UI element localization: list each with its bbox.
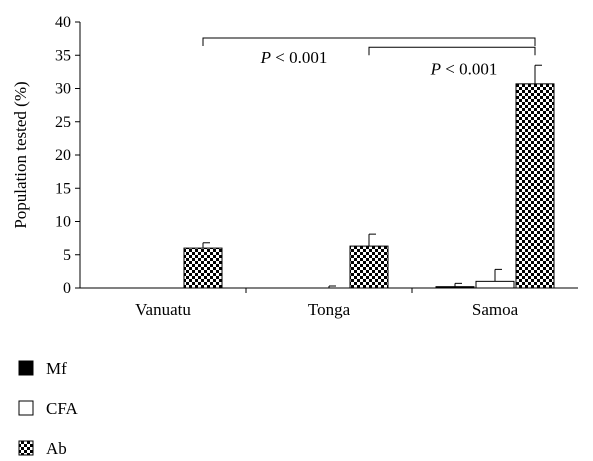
y-tick-label: 10 xyxy=(55,214,71,231)
x-tick-label: Vanuatu xyxy=(135,300,191,319)
y-tick-label: 35 xyxy=(55,47,71,64)
bar-cfa-samoa xyxy=(475,280,515,289)
bar-mf-samoa xyxy=(435,286,475,289)
significance-bracket xyxy=(202,37,536,46)
y-tick-label: 40 xyxy=(55,14,71,31)
legend: Mf CFA Ab xyxy=(18,359,79,458)
x-tick-label: Tonga xyxy=(308,300,351,319)
legend-swatch-ab xyxy=(18,440,34,456)
y-tick-label: 15 xyxy=(55,180,71,197)
significance-bracket xyxy=(368,46,536,56)
y-tick-label: 25 xyxy=(55,114,71,131)
legend-label-ab: Ab xyxy=(46,439,67,458)
legend-label-cfa: CFA xyxy=(46,399,79,418)
y-tick-label: 20 xyxy=(55,147,71,164)
bar-ab-samoa xyxy=(515,83,555,289)
x-tick-label: Samoa xyxy=(472,300,519,319)
x-axis: Vanuatu Tonga Samoa xyxy=(80,287,578,319)
legend-swatch-mf xyxy=(18,360,34,376)
p-value-label: P < 0.001 xyxy=(430,60,498,79)
y-tick-label: 5 xyxy=(63,247,71,264)
y-tick-label: 30 xyxy=(55,81,71,98)
legend-swatch-cfa xyxy=(18,400,34,416)
y-axis: 0 5 10 15 20 25 30 35 40 xyxy=(55,14,81,297)
bars xyxy=(183,64,555,289)
annotations: P < 0.001 P < 0.001 xyxy=(202,37,536,79)
bar-ab-tonga xyxy=(349,245,389,289)
y-tick-label: 0 xyxy=(63,280,71,297)
legend-label-mf: Mf xyxy=(46,359,67,378)
y-axis-title: Population tested (%) xyxy=(11,81,30,228)
bar-ab-vanuatu xyxy=(183,247,223,289)
p-value-label: P < 0.001 xyxy=(260,48,328,67)
